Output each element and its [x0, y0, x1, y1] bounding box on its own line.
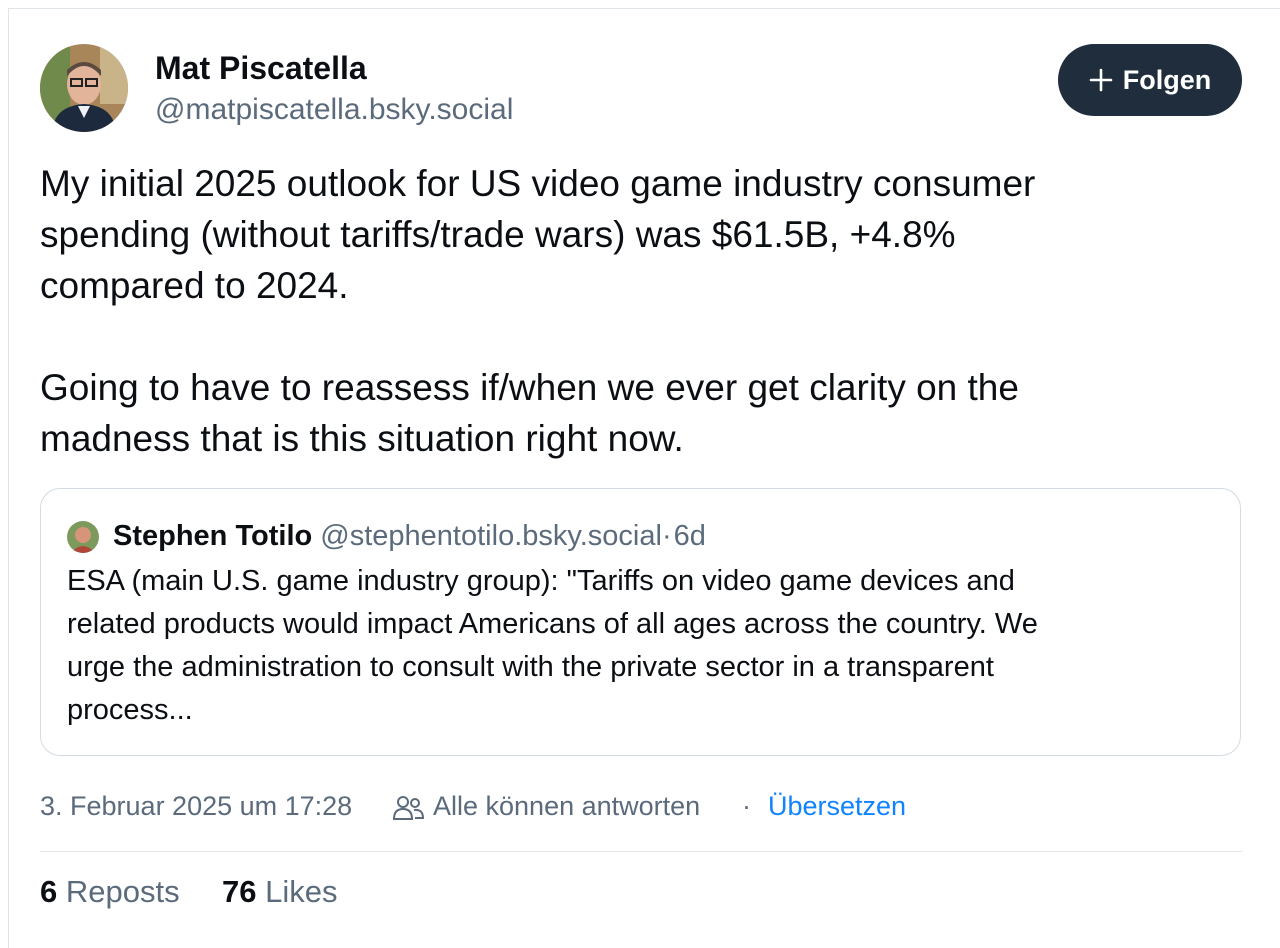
quote-age: 6d — [673, 520, 706, 552]
reposts-count: 6 — [40, 874, 58, 909]
separator: · — [742, 791, 751, 821]
author-avatar[interactable] — [40, 44, 128, 132]
post-line: My initial 2025 outlook for US video gam… — [40, 163, 1036, 204]
separator: · — [661, 520, 672, 552]
post-line: Going to have to reassess if/when we eve… — [40, 367, 1019, 408]
translate-link[interactable]: Übersetzen — [768, 791, 907, 821]
quote-line: process... — [67, 694, 193, 726]
avatar-image — [40, 44, 128, 132]
post-line: madness that is this situation right now… — [40, 418, 684, 459]
post-card — [8, 8, 1280, 948]
people-icon — [392, 796, 425, 820]
plus-icon — [1089, 68, 1113, 92]
quote-header: Stephen Totilo @stephentotilo.bsky.socia… — [113, 520, 706, 553]
quote-author-handle[interactable]: @stephentotilo.bsky.social — [320, 520, 662, 552]
reposts-label: Reposts — [65, 874, 180, 909]
timestamp[interactable]: 3. Februar 2025 um 17:28 — [40, 791, 353, 821]
follow-button[interactable]: Folgen — [1058, 44, 1242, 116]
post-line: spending (without tariffs/trade wars) wa… — [40, 214, 956, 255]
quote-line: urge the administration to consult with … — [67, 651, 994, 683]
quote-card[interactable] — [40, 488, 1241, 756]
likes-label: Likes — [265, 874, 338, 909]
author-handle[interactable]: @matpiscatella.bsky.social — [155, 93, 514, 126]
likes-count: 76 — [222, 874, 257, 909]
quote-line: ESA (main U.S. game industry group): "Ta… — [67, 565, 1015, 597]
author-name[interactable]: Mat Piscatella — [155, 50, 367, 86]
quote-avatar — [67, 521, 99, 553]
follow-label: Folgen — [1122, 64, 1212, 95]
quote-line: related products would impact Americans … — [67, 608, 1038, 640]
divider — [40, 851, 1242, 852]
likes[interactable]: 76 Likes — [222, 874, 337, 910]
quote-author-name[interactable]: Stephen Totilo — [113, 520, 313, 552]
reply-setting[interactable]: Alle können antworten — [433, 791, 701, 821]
reposts[interactable]: 6 Reposts — [40, 874, 180, 910]
post-line: compared to 2024. — [40, 265, 349, 306]
